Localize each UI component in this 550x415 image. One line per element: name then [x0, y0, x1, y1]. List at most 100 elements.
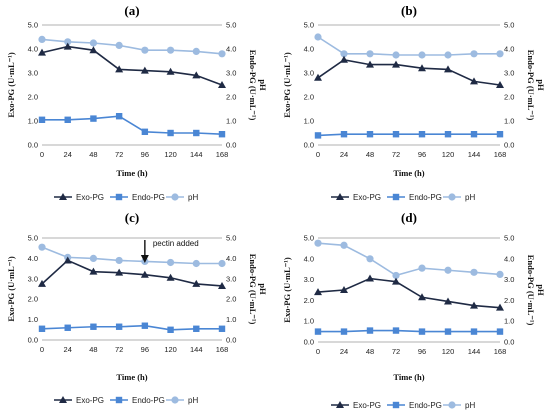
x-tick-label: 168 [216, 345, 229, 354]
x-tick-label: 0 [316, 347, 320, 356]
y-left-tick-label: 2.0 [304, 93, 314, 102]
y-left-tick-label: 5.0 [304, 21, 314, 30]
x-tick-label: 96 [418, 347, 426, 356]
x-tick-label: 144 [190, 345, 203, 354]
y-right-tick-label: 1.0 [504, 317, 514, 326]
data-point-endo-pg [115, 323, 123, 330]
x-tick-label: 96 [418, 150, 426, 159]
data-point-ph [38, 35, 46, 44]
data-point-exo-pg [418, 64, 426, 72]
data-point-ph [340, 50, 348, 58]
y-right-axis-title-ph: pH [258, 283, 268, 295]
y-left-axis-title: Exo-PG (U·mL⁻¹) [6, 52, 16, 118]
legend-marker-ph [448, 193, 456, 201]
legend-marker-endo-pg [392, 401, 400, 409]
data-point-exo-pg [115, 65, 124, 73]
legend-label: pH [188, 396, 198, 405]
x-tick-label: 120 [164, 345, 177, 354]
data-point-ph [218, 259, 226, 268]
x-tick-label: 144 [468, 347, 481, 356]
data-point-exo-pg [340, 286, 348, 293]
series-line-endo-pg [318, 329, 500, 333]
x-tick-label: 24 [64, 345, 72, 354]
legend-marker-ph [171, 396, 179, 404]
data-point-endo-pg [444, 328, 452, 335]
data-point-endo-pg [141, 322, 149, 329]
x-tick-label: 24 [340, 150, 348, 159]
y-right-tick-label: 3.0 [504, 275, 514, 284]
panel-title: (c) [125, 210, 139, 225]
data-point-ph [89, 39, 98, 47]
x-tick-label: 168 [494, 150, 507, 159]
y-left-tick-label: 0.0 [304, 338, 314, 347]
data-point-endo-pg [167, 326, 174, 333]
legend-label: Endo-PG [132, 193, 165, 202]
data-point-endo-pg [470, 328, 478, 335]
y-right-tick-label: 1.0 [504, 117, 514, 126]
data-point-exo-pg [470, 77, 478, 85]
panel-title: (d) [401, 210, 417, 225]
x-tick-label: 120 [164, 150, 177, 159]
data-point-ph [418, 264, 426, 272]
y-right-tick-label: 3.0 [226, 69, 236, 78]
y-left-tick-label: 2.0 [304, 296, 314, 305]
data-point-ph [496, 270, 504, 278]
y-right-tick-label: 4.0 [504, 254, 514, 263]
data-point-exo-pg [444, 297, 452, 305]
y-right-axis-title: Endo-PG (U·mL⁻¹) [526, 255, 536, 326]
data-point-exo-pg [166, 67, 175, 75]
y-right-axis-title-ph: pH [536, 284, 546, 296]
data-point-endo-pg [314, 328, 322, 335]
data-point-exo-pg [192, 279, 201, 287]
data-point-endo-pg [115, 113, 123, 120]
data-point-endo-pg [141, 128, 149, 135]
data-point-ph [38, 243, 46, 251]
data-point-endo-pg [340, 131, 348, 138]
data-point-ph [314, 33, 322, 41]
y-left-tick-label: 1.0 [304, 317, 314, 326]
y-left-axis-title: Exo-PG (U·mL⁻¹) [282, 257, 292, 323]
y-right-tick-label: 4.0 [504, 45, 514, 54]
y-left-tick-label: 5.0 [304, 234, 314, 243]
y-right-axis-title: Endo-PG (U·mL⁻¹) [248, 50, 258, 121]
x-tick-label: 72 [392, 347, 400, 356]
data-point-endo-pg [90, 323, 97, 330]
series-line-exo-pg [317, 58, 501, 86]
data-point-exo-pg [496, 81, 504, 88]
legend-label: Exo-PG [76, 193, 104, 202]
y-right-tick-label: 5.0 [226, 234, 236, 243]
series-line-ph [41, 38, 223, 55]
x-tick-label: 0 [40, 345, 44, 354]
legend-label: Endo-PG [409, 401, 442, 410]
x-tick-label: 120 [442, 347, 455, 356]
y-right-tick-label: 4.0 [226, 254, 236, 263]
x-tick-label: 48 [89, 345, 97, 354]
series-line-exo-pg [317, 277, 501, 309]
y-right-tick-label: 1.0 [226, 117, 236, 126]
series-line-ph [317, 36, 500, 56]
data-point-exo-pg [418, 293, 426, 301]
x-tick-label: 0 [316, 150, 320, 159]
y-left-tick-label: 1.0 [304, 117, 314, 126]
y-right-tick-label: 5.0 [226, 21, 236, 30]
y-left-tick-label: 1.0 [28, 117, 38, 126]
data-point-ph [89, 254, 98, 262]
x-tick-label: 24 [64, 150, 72, 159]
data-point-exo-pg [218, 81, 226, 88]
legend-marker-exo-pg [336, 193, 344, 200]
data-point-endo-pg [218, 325, 226, 332]
x-tick-label: 72 [115, 345, 123, 354]
data-point-ph [340, 241, 348, 249]
x-axis-title: Time (h) [116, 372, 147, 382]
data-point-endo-pg [193, 129, 200, 137]
data-point-exo-pg [63, 256, 72, 264]
data-point-exo-pg [314, 288, 322, 296]
data-point-ph [366, 50, 374, 58]
data-point-ph [192, 259, 200, 268]
data-point-ph [218, 50, 226, 58]
data-point-ph [470, 268, 478, 276]
data-point-exo-pg [470, 301, 478, 309]
panel-title: (a) [124, 3, 139, 18]
x-tick-label: 168 [216, 150, 229, 159]
legend-marker-endo-pg [115, 396, 123, 404]
